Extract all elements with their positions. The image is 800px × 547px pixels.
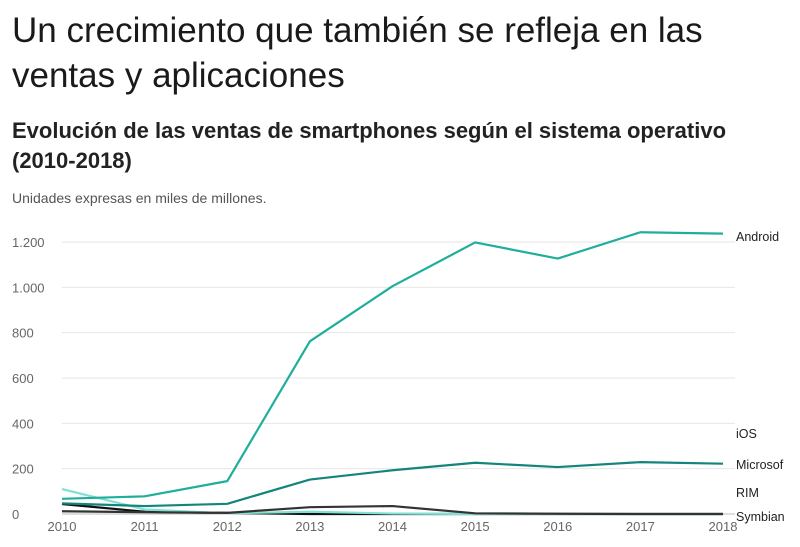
series-label-microsof: Microsof [736, 458, 784, 472]
y-tick-label: 600 [12, 371, 34, 386]
y-tick-label: 800 [12, 326, 34, 341]
grid-lines [62, 241, 735, 515]
x-tick-label: 2011 [131, 519, 159, 534]
x-tick-label: 2013 [295, 519, 324, 534]
chart-subtitle: Unidades expresas en miles de millones. [12, 190, 267, 206]
x-tick-label: 2018 [709, 519, 738, 534]
y-tick-label: 0 [12, 507, 19, 522]
x-tick-label: 2017 [626, 519, 655, 534]
series-label-symbian: Symbian [736, 510, 785, 524]
y-tick-label: 1.000 [12, 280, 45, 295]
series-label-ios: iOS [736, 427, 757, 441]
y-tick-label: 1.200 [12, 235, 45, 250]
series-line-microsof [61, 504, 723, 516]
y-tick-label: 400 [12, 416, 34, 431]
series-label-android: Android [736, 230, 779, 244]
series-line-ios [61, 460, 724, 508]
y-tick-label: 200 [12, 462, 34, 477]
series-lines [61, 231, 724, 516]
y-tick-labels: 0 200 400 600 800 1.000 1.200 [12, 235, 45, 522]
x-tick-labels: 2010 2011 2012 2013 2014 2015 2016 2017 2018 [48, 519, 738, 534]
x-tick-label: 2010 [48, 519, 77, 534]
x-tick-label: 2014 [378, 519, 407, 534]
headline: Un crecimiento que también se refleja en… [12, 11, 703, 95]
x-tick-label: 2015 [461, 519, 490, 534]
series-label-rim: RIM [736, 486, 759, 500]
x-tick-label: 2012 [213, 519, 242, 534]
series-labels: Android iOS Microsof RIM Symbian [736, 230, 785, 524]
x-tick-label: 2016 [543, 519, 572, 534]
chart-title: Evolución de las ventas de smartphones s… [12, 118, 727, 173]
series-line-android [61, 231, 724, 500]
